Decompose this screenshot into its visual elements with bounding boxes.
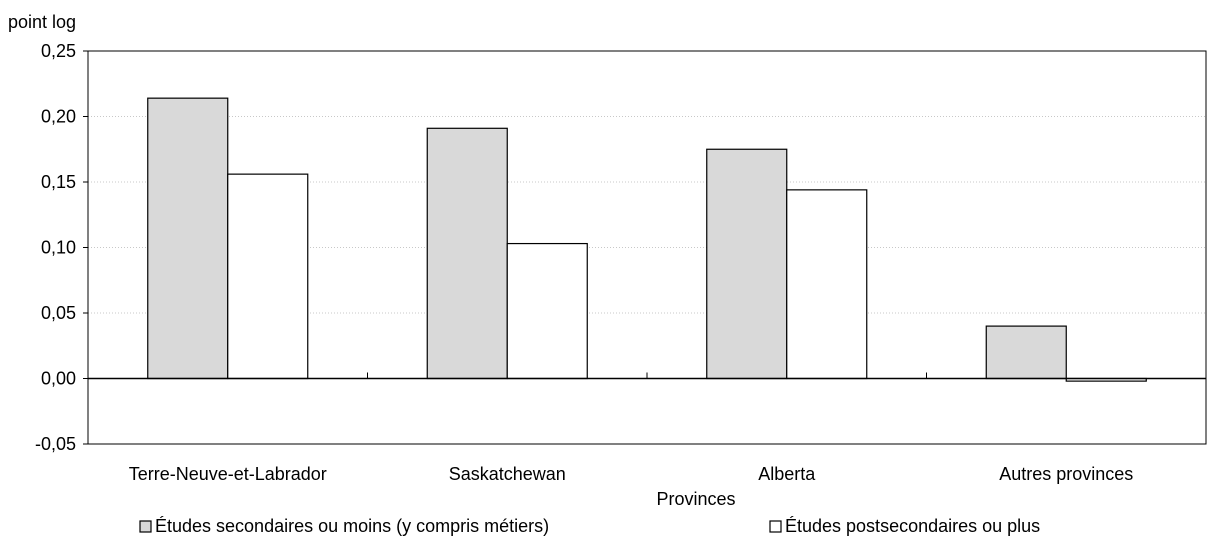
bar-postsecondary-2: [786, 189, 868, 380]
y-tick-label: 0,10: [41, 238, 76, 258]
y-tick-label: 0,05: [41, 303, 76, 323]
x-axis-title: Provinces: [656, 489, 735, 509]
legend-swatch: [139, 520, 152, 533]
axes: [83, 50, 1207, 445]
y-tick-label: 0,20: [41, 107, 76, 127]
legend-label: Études secondaires ou moins (y compris m…: [155, 516, 549, 536]
y-tick-label: 0,15: [41, 172, 76, 192]
bar-secondary-1: [426, 127, 508, 380]
bar-postsecondary-0: [227, 173, 309, 380]
legend: Études secondaires ou moins (y compris m…: [139, 516, 1040, 536]
category-label: Saskatchewan: [449, 464, 566, 484]
bar-secondary-2: [706, 148, 788, 380]
legend-swatch: [769, 520, 782, 533]
plot-frame: [87, 50, 1207, 445]
bar-postsecondary-1: [506, 242, 588, 380]
category-label: Alberta: [758, 464, 816, 484]
y-tick-label: 0,00: [41, 369, 76, 389]
y-tick-labels: 0,25 0,20 0,15 0,10 0,05 0,00 -0,05: [35, 41, 76, 454]
legend-label: Études postsecondaires ou plus: [785, 516, 1040, 536]
category-labels: Terre-Neuve-et-Labrador Saskatchewan Alber…: [129, 464, 1134, 484]
y-axis-title: point log: [8, 12, 76, 32]
y-tick-label: -0,05: [35, 434, 76, 454]
bar-secondary-0: [147, 97, 229, 380]
bars: [147, 97, 1147, 382]
category-label: Autres provinces: [999, 464, 1133, 484]
y-tick-label: 0,25: [41, 41, 76, 61]
bar-secondary-3: [985, 325, 1067, 380]
category-label: Terre-Neuve-et-Labrador: [129, 464, 327, 484]
